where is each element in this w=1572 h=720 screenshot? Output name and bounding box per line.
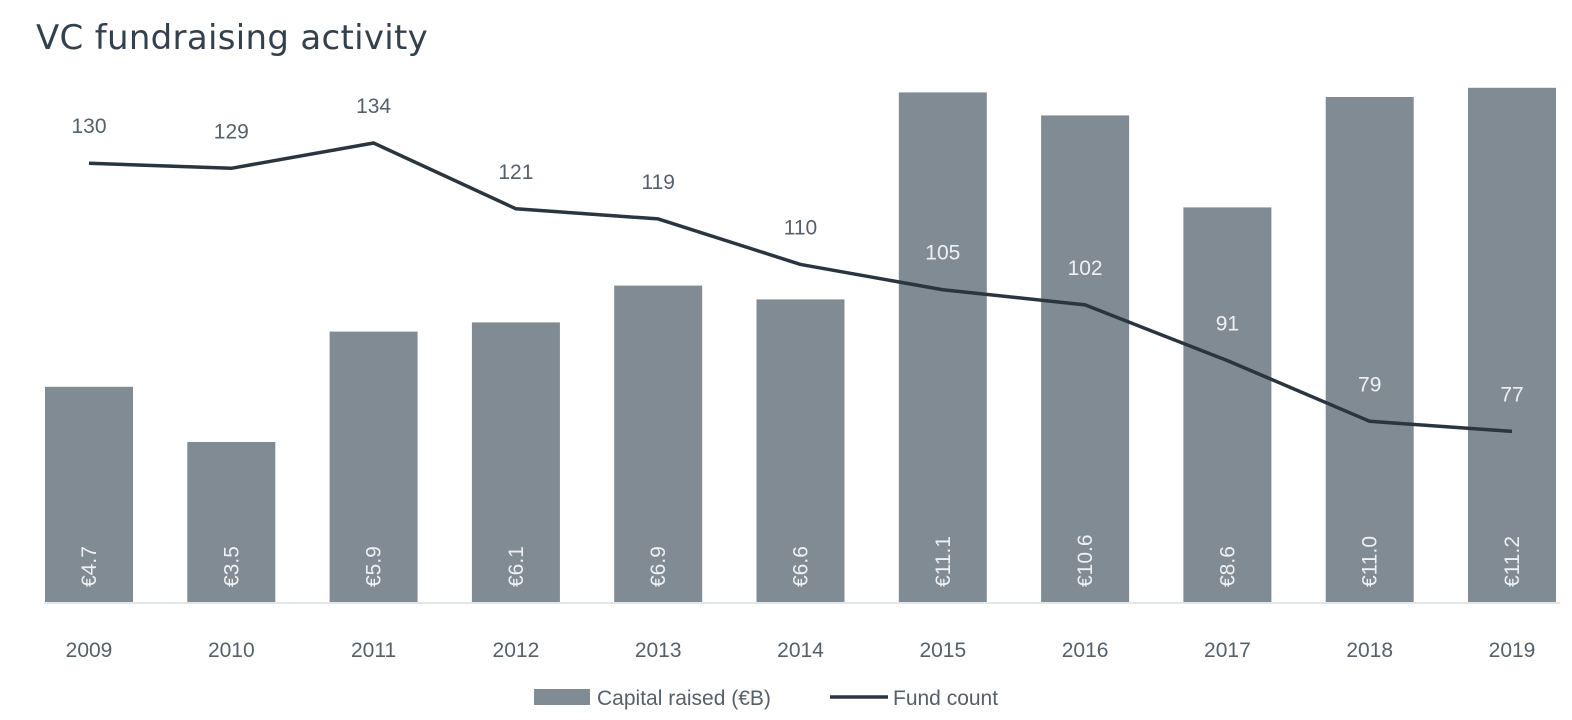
legend-label-fund-count: Fund count — [893, 687, 998, 710]
bar-2019 — [1468, 87, 1556, 604]
x-tick-label: 2015 — [919, 639, 966, 662]
x-axis-tick-labels: 2009 2010 2011 2012 2013 2014 2015 2016 2017 2018… — [66, 639, 1536, 662]
bar-value-label: €11.2 — [1501, 536, 1524, 587]
bar-value-label: €8.6 — [1216, 546, 1239, 587]
chart-title: VC fundraising activity — [36, 18, 429, 58]
bar-2017 — [1183, 207, 1272, 603]
fund-count-label: 129 — [214, 120, 249, 143]
bar-label-layer: €4.7 €3.5 €5.9 €6.1 €6.9 €6.6 €11.1 €10.6 €8.6 €1… — [78, 534, 1524, 587]
bar-value-label: €3.5 — [220, 546, 243, 587]
fund-count-label: 91 — [1216, 313, 1239, 336]
bar-value-label: €6.6 — [790, 546, 813, 587]
bar-value-label: €6.1 — [505, 546, 528, 587]
bar-2018 — [1325, 97, 1414, 603]
fund-count-label: 77 — [1500, 383, 1523, 406]
fund-count-label: 119 — [641, 171, 674, 194]
fund-count-label: 105 — [925, 242, 960, 265]
bar-2015 — [898, 92, 987, 604]
fund-count-label-layer: 130 129 134 121 119 110 105 102 91 79 77 — [71, 95, 1523, 406]
bar-value-label: €10.6 — [1074, 534, 1097, 587]
fund-count-label: 130 — [71, 115, 106, 138]
fund-count-label: 79 — [1358, 373, 1381, 396]
fund-count-label: 121 — [498, 161, 533, 184]
bar-2011 — [329, 331, 418, 603]
bar-value-label: €11.1 — [932, 536, 955, 587]
x-tick-label: 2018 — [1346, 639, 1393, 662]
x-tick-label: 2011 — [351, 639, 396, 662]
x-tick-label: 2016 — [1062, 639, 1109, 662]
bar-value-label: €6.9 — [647, 546, 670, 587]
x-tick-label: 2010 — [208, 639, 255, 662]
bar-value-label: €5.9 — [363, 546, 386, 587]
legend-label-capital-raised: Capital raised (€B) — [597, 687, 771, 710]
bar-2009 — [45, 386, 133, 603]
fund-count-label: 102 — [1068, 257, 1103, 280]
x-tick-label: 2019 — [1489, 639, 1536, 662]
legend: Capital raised (€B) Fund count — [534, 687, 998, 710]
bar-series — [45, 87, 1556, 604]
fund-count-label: 134 — [356, 95, 391, 118]
x-tick-label: 2013 — [635, 639, 682, 662]
x-tick-label: 2014 — [777, 639, 824, 662]
bar-2016 — [1041, 115, 1130, 604]
bar-2012 — [471, 322, 560, 603]
legend-swatch-capital-raised — [534, 689, 590, 705]
x-tick-label: 2012 — [493, 639, 540, 662]
bar-2013 — [614, 285, 703, 603]
fund-count-label: 110 — [784, 216, 817, 239]
x-tick-label: 2009 — [66, 639, 113, 662]
fund-count-line — [88, 141, 1513, 434]
x-tick-label: 2017 — [1204, 639, 1251, 662]
bar-value-label: €11.0 — [1359, 536, 1382, 587]
bar-2014 — [756, 299, 845, 603]
bar-2010 — [187, 442, 276, 603]
bar-value-label: €4.7 — [78, 546, 101, 587]
